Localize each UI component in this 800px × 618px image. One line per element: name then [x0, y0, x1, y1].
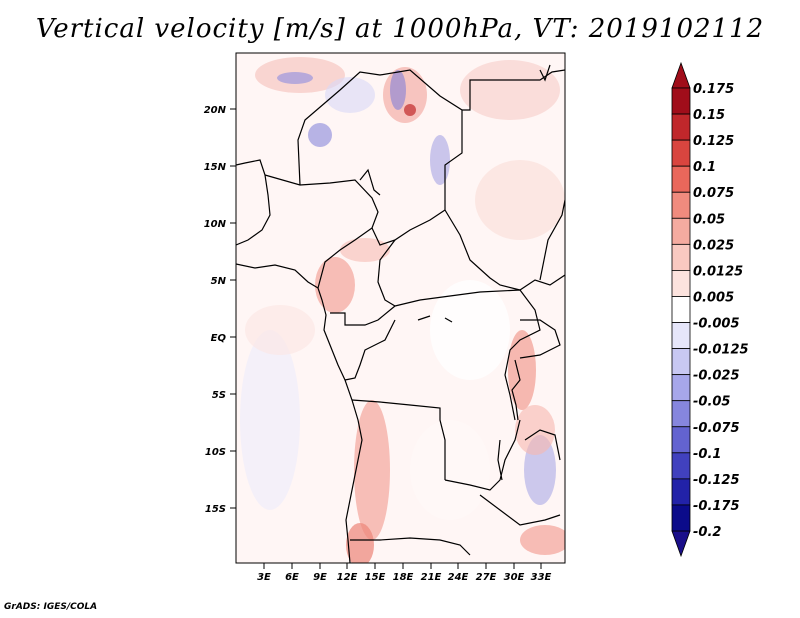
lat-axis: 20N 15N 10N 5N EQ 5S 10S 15S: [204, 105, 236, 515]
colorbar-label: 0.0125: [693, 264, 743, 279]
lat-label: 5N: [211, 276, 227, 287]
colorbar-label: 0.15: [693, 108, 725, 123]
colorbar-label: 0.075: [693, 186, 734, 201]
colorbar-label: -0.075: [693, 421, 740, 436]
colorbar-cell: [671, 296, 691, 323]
colorbar: 0.175 0.15 0.125 0.1 0.075 0.05 0.025 0.0125 0.0…: [671, 61, 749, 558]
colorbar-cell: [671, 322, 691, 349]
chart-title: Vertical velocity [m/s] at 1000hPa, VT: …: [35, 14, 765, 44]
lat-label: 15N: [204, 162, 227, 173]
colorbar-cell: [671, 87, 691, 115]
colorbar-cell: [671, 139, 691, 167]
lon-label: 24E: [448, 572, 469, 583]
colorbar-label: 0.025: [693, 238, 734, 253]
lon-label: 15E: [365, 572, 386, 583]
colorbar-label: 0.005: [693, 290, 734, 305]
colorbar-cell: [671, 426, 691, 454]
colorbar-cell: [671, 191, 691, 219]
colorbar-cell: [671, 165, 691, 193]
grads-credit: GrADS: IGES/COLA: [4, 602, 98, 612]
lon-label: 18E: [393, 572, 414, 583]
lat-label: 20N: [204, 105, 227, 116]
colorbar-cell: [671, 113, 691, 141]
country-borders: [236, 64, 565, 563]
lon-label: 21E: [421, 572, 442, 583]
lat-label: 5S: [212, 390, 226, 401]
lat-label: 15S: [205, 504, 226, 515]
lon-label: 33E: [531, 572, 552, 583]
colorbar-cell: [671, 478, 691, 506]
colorbar-cell: [671, 270, 691, 297]
colorbar-top-arrow: [671, 61, 691, 89]
lat-label: EQ: [211, 333, 227, 344]
colorbar-cell: [671, 243, 691, 271]
lon-label: 30E: [504, 572, 525, 583]
lon-label: 9E: [313, 572, 327, 583]
colorbar-cell: [671, 400, 691, 428]
colorbar-label: 0.175: [693, 82, 734, 97]
colorbar-label: -0.2: [693, 525, 721, 540]
colorbar-bottom-arrow: [671, 530, 691, 558]
colorbar-cell: [671, 217, 691, 245]
colorbar-cell: [671, 452, 691, 480]
velocity-field: [236, 53, 565, 563]
colorbar-cell: [671, 374, 691, 402]
lon-label: 6E: [285, 572, 299, 583]
colorbar-label: -0.1: [693, 447, 721, 462]
lon-axis: 3E 6E 9E 12E 15E 18E 21E 24E 27E 30E 33E: [257, 563, 552, 583]
lat-label: 10N: [204, 219, 227, 230]
colorbar-cell: [671, 348, 691, 376]
map-area: [235, 52, 566, 564]
lon-label: 27E: [476, 572, 497, 583]
colorbar-label: -0.175: [693, 499, 740, 514]
colorbar-label: -0.05: [693, 395, 730, 410]
colorbar-label: -0.005: [693, 317, 740, 332]
colorbar-label: -0.025: [693, 369, 740, 384]
colorbar-label: 0.1: [693, 160, 716, 175]
lat-label: 10S: [205, 447, 226, 458]
lon-label: 12E: [337, 572, 358, 583]
colorbar-label: -0.125: [693, 473, 740, 488]
colorbar-label: 0.125: [693, 134, 734, 149]
lon-label: 3E: [257, 572, 271, 583]
colorbar-label: -0.0125: [693, 343, 749, 358]
colorbar-cell: [671, 504, 691, 532]
colorbar-label: 0.05: [693, 212, 725, 227]
